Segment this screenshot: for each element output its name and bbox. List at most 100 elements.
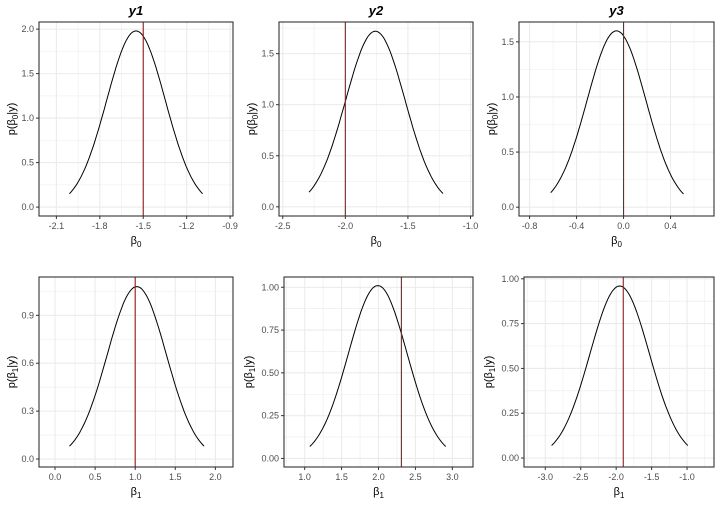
y-tick-label: 0.5: [21, 158, 34, 168]
y-tick-label: 0.5: [501, 147, 514, 157]
density-curve: [308, 30, 444, 194]
y-tick-label: 1.0: [21, 113, 34, 123]
x-tick-label: -2.5: [275, 221, 291, 231]
x-tick-label: -2.5: [573, 472, 589, 482]
x-axis: -3.0 -2.5 -2.0 -1.5 -1.0: [538, 467, 695, 482]
y-axis: 0.0 0.5 1.0 1.5: [261, 49, 279, 212]
y-tick-label: 0.25: [501, 408, 519, 418]
x-axis-title: β0: [611, 235, 622, 249]
y-axis-title: p(β1|y): [6, 356, 20, 389]
y-tick-label: 0.5: [261, 151, 274, 161]
x-tick-label: 2.0: [209, 472, 222, 482]
x-tick-label: -1.2: [179, 221, 195, 231]
y-tick-label: 0.00: [501, 453, 519, 463]
y-axis-title: p(β0|y): [246, 103, 260, 136]
x-tick-label: -1.0: [679, 472, 695, 482]
x-tick-label: -1.0: [463, 221, 479, 231]
x-tick-label: -0.8: [522, 221, 538, 231]
gridlines: [524, 277, 714, 467]
y-tick-label: 0.0: [261, 202, 274, 212]
y-tick-label: 0.50: [261, 368, 279, 378]
panel-top-right: -0.8 -0.4 0.0 0.4 0.0 0.5 1.0 1.5 β0 p(β0|y) y3: [486, 3, 715, 249]
x-axis: -2.1 -1.8 -1.5 -1.2 -0.9: [49, 216, 238, 231]
y-tick-label: 0.9: [21, 310, 34, 320]
panel-title: y3: [608, 3, 624, 18]
x-axis-title: β0: [371, 235, 382, 249]
panel-border: [518, 21, 715, 217]
y-axis-title: p(β1|y): [483, 356, 497, 389]
panel-top-left: -2.1 -1.8 -1.5 -1.2 -0.9 0.0 0.5 1.0 1.5 2.0 β0 p(β…: [6, 3, 238, 249]
gridlines: [39, 22, 233, 216]
y-axis: 0.0 0.5 1.0 1.5 2.0: [21, 24, 39, 212]
x-tick-label: -1.5: [400, 221, 416, 231]
y-axis-title: p(β0|y): [486, 103, 500, 136]
y-axis-title: p(β0|y): [6, 103, 20, 136]
y-tick-label: 0.3: [21, 406, 34, 416]
y-tick-label: 0.75: [501, 319, 519, 329]
y-tick-label: 1.5: [21, 69, 34, 79]
panel-title: y1: [128, 3, 143, 18]
x-tick-label: 0.0: [617, 221, 630, 231]
panel-border: [278, 21, 474, 217]
y-tick-label: 1.0: [261, 100, 274, 110]
panel-title: y2: [368, 3, 384, 18]
y-tick-label: 0.0: [501, 202, 514, 212]
x-tick-label: 1.5: [169, 472, 182, 482]
y-tick-label: 1.0: [501, 92, 514, 102]
x-tick-label: -1.5: [135, 221, 151, 231]
density-curve: [550, 30, 684, 195]
x-axis-title: β1: [614, 486, 625, 500]
y-tick-label: 2.0: [21, 24, 34, 34]
x-tick-label: 0.4: [664, 221, 677, 231]
x-tick-label: -2.1: [49, 221, 65, 231]
gridlines: [284, 277, 473, 467]
x-tick-label: -0.9: [222, 221, 238, 231]
y-tick-label: 0.00: [261, 453, 279, 463]
y-tick-label: 0.0: [21, 202, 34, 212]
x-tick-label: 3.0: [446, 472, 459, 482]
x-axis: -2.5 -2.0 -1.5 -1.0: [275, 216, 478, 231]
y-tick-label: 0.75: [261, 325, 279, 335]
x-tick-label: 2.0: [372, 472, 385, 482]
density-curve: [69, 30, 203, 195]
x-axis-title: β1: [373, 486, 384, 500]
x-axis: 1.0 1.5 2.0 2.5 3.0: [298, 467, 459, 482]
x-axis-title: β0: [131, 235, 142, 249]
x-tick-label: 0.0: [49, 472, 62, 482]
panel-bottom-middle: 1.0 1.5 2.0 2.5 3.0 0.00 0.25 0.50 0.75 1.00 β1 p(β…: [243, 276, 474, 500]
x-tick-label: 2.5: [409, 472, 422, 482]
x-tick-label: -0.4: [569, 221, 585, 231]
x-tick-label: -2.0: [608, 472, 624, 482]
y-axis: 0.0 0.3 0.6 0.9: [21, 310, 39, 464]
density-curve: [309, 285, 447, 447]
x-axis: 0.0 0.5 1.0 1.5 2.0: [49, 467, 222, 482]
panel-bottom-left: 0.0 0.5 1.0 1.5 2.0 0.0 0.3 0.6 0.9 β1 p(β1|y): [6, 276, 234, 500]
x-axis-title: β1: [131, 486, 142, 500]
panel-border: [38, 21, 234, 217]
x-axis: -0.8 -0.4 0.0 0.4: [522, 216, 677, 231]
y-tick-label: 0.0: [21, 454, 34, 464]
panel-border: [38, 276, 234, 468]
y-tick-label: 1.00: [501, 274, 519, 284]
y-tick-label: 1.00: [261, 282, 279, 292]
y-axis: 0.00 0.25 0.50 0.75 1.00: [501, 274, 524, 463]
y-axis: 0.0 0.5 1.0 1.5: [501, 37, 519, 212]
panel-bottom-right: -3.0 -2.5 -2.0 -1.5 -1.0 0.00 0.25 0.50 0.75 1.00…: [483, 274, 715, 500]
y-axis-title: p(β1|y): [243, 356, 257, 389]
x-tick-label: 1.0: [298, 472, 311, 482]
x-tick-label: 0.5: [89, 472, 102, 482]
panel-top-middle: -2.5 -2.0 -1.5 -1.0 0.0 0.5 1.0 1.5 β0 p(β0|y) y2: [246, 3, 478, 249]
y-tick-label: 0.6: [21, 358, 34, 368]
x-tick-label: -1.8: [92, 221, 108, 231]
x-tick-label: -1.5: [644, 472, 660, 482]
panel-border: [523, 276, 715, 468]
density-curve: [551, 285, 689, 446]
y-tick-label: 0.50: [501, 363, 519, 373]
y-tick-label: 1.5: [261, 49, 274, 59]
x-tick-label: -2.0: [338, 221, 354, 231]
y-tick-label: 0.25: [261, 411, 279, 421]
x-tick-label: 1.0: [129, 472, 142, 482]
x-tick-label: -3.0: [538, 472, 554, 482]
x-tick-label: 1.5: [335, 472, 348, 482]
